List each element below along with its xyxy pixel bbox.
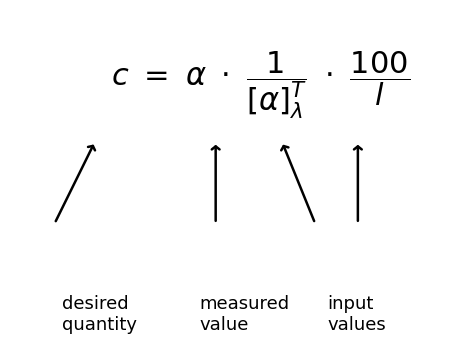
Text: measured
value: measured value: [199, 295, 289, 334]
Text: desired
quantity: desired quantity: [62, 295, 137, 334]
Text: $c \ = \ \alpha \ \cdot \ \dfrac{1}{[\alpha]^{T}_{\lambda}} \ \cdot \ \dfrac{100: $c \ = \ \alpha \ \cdot \ \dfrac{1}{[\al…: [111, 49, 410, 121]
Text: input
values: input values: [327, 295, 386, 334]
